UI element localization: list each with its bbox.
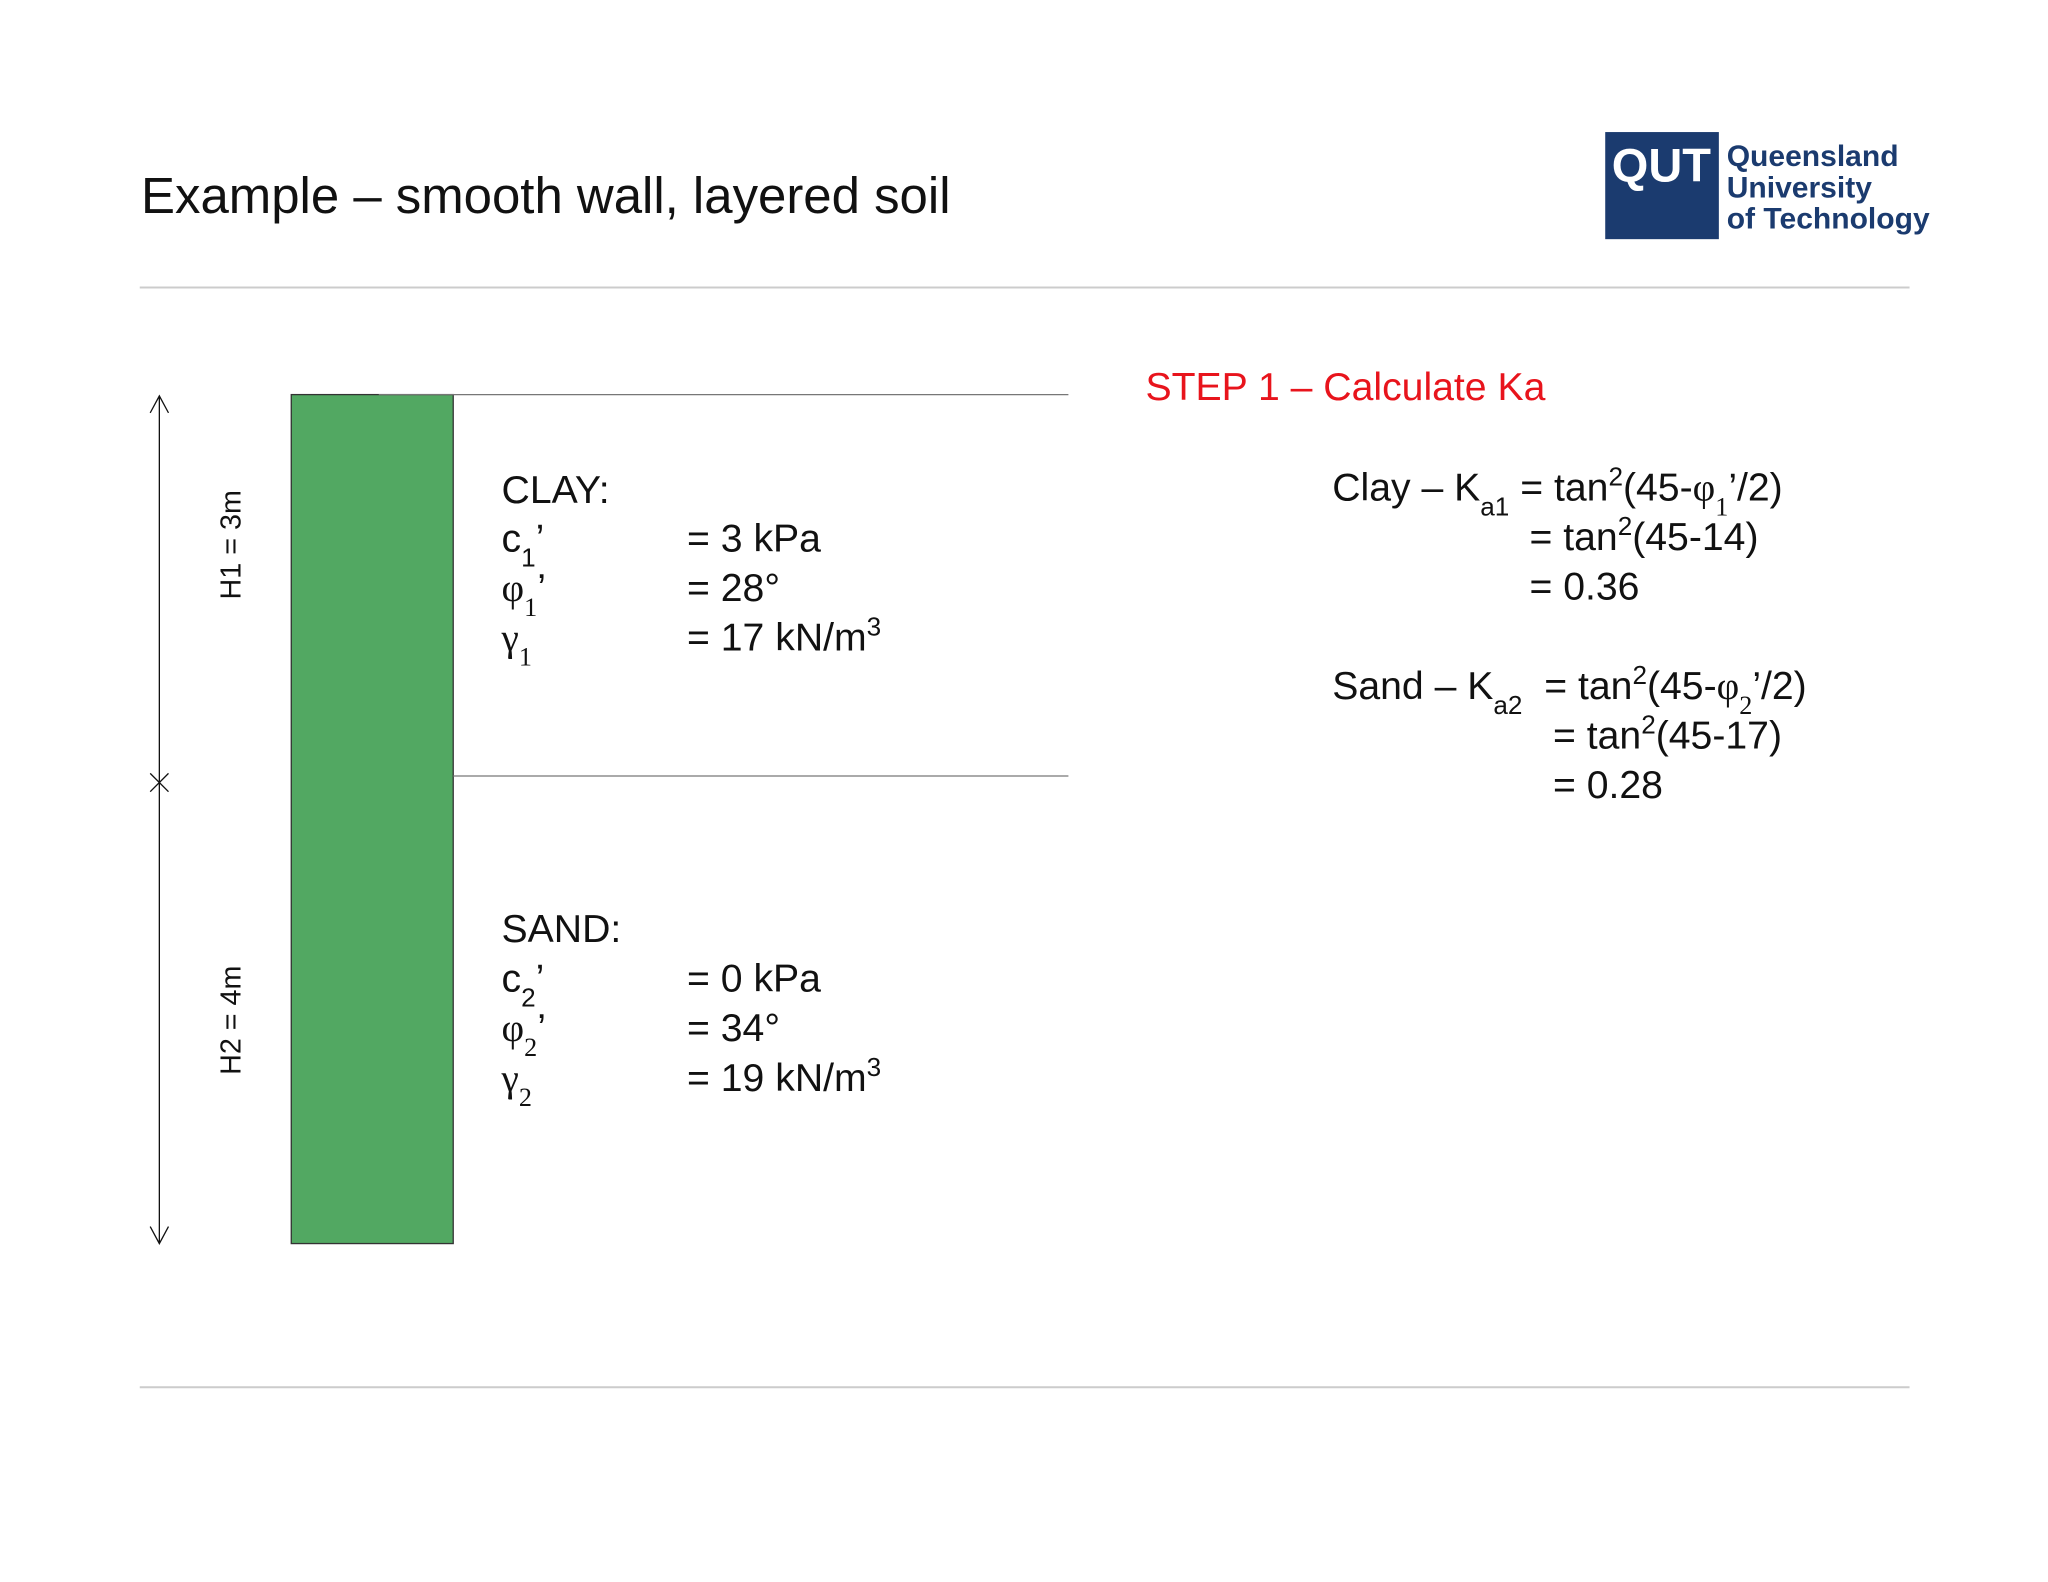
- symbol: φ2’: [502, 1007, 546, 1062]
- equation-part: 2: [1618, 511, 1633, 541]
- t: γ: [501, 617, 519, 660]
- equation-part: a2: [1493, 690, 1522, 720]
- t: 2: [524, 1033, 537, 1062]
- diagram: H1 = 3m H2 = 4m: [149, 393, 1069, 1245]
- t: ’: [536, 957, 545, 1000]
- value: = 0 kPa: [687, 957, 821, 1000]
- value: = 28°: [687, 567, 780, 610]
- equation-part: 2: [1608, 461, 1623, 491]
- equation-line: = 0.36: [1529, 566, 1639, 609]
- equation-part: = tan: [1509, 466, 1608, 509]
- equation-part: φ: [1693, 466, 1716, 509]
- dimension-label: H1 = 3m: [215, 490, 247, 599]
- equation-part: Clay – K: [1332, 466, 1480, 509]
- value: = 34°: [687, 1007, 780, 1050]
- logo-text: of Technology: [1727, 203, 1930, 236]
- t: ’: [537, 1007, 546, 1050]
- value: = 19 kN/m3: [687, 1052, 881, 1100]
- t: 1: [521, 542, 536, 572]
- symbol: γ1: [501, 617, 532, 672]
- dimension-label: H2 = 4m: [215, 966, 247, 1075]
- t: 3: [867, 1052, 882, 1082]
- t: 2: [521, 982, 536, 1012]
- t: φ: [502, 567, 525, 610]
- t: c: [502, 957, 522, 1000]
- t: = 19 kN/m: [687, 1057, 867, 1100]
- logo: QUT Queensland University of Technology: [1605, 132, 1930, 240]
- logo-text: University: [1727, 171, 1873, 204]
- equations: Clay – Ka1 = tan2(45-φ1’/2)= tan2(45-14)…: [1332, 461, 1807, 807]
- equation-part: = tan: [1522, 665, 1632, 708]
- equation-part: (45-: [1623, 466, 1693, 509]
- equation-part: ’/2): [1752, 665, 1806, 708]
- title: Example – smooth wall, layered soil: [141, 167, 950, 224]
- equation-line: Sand – Ka2 = tan2(45-φ2’/2): [1332, 660, 1807, 720]
- equation-part: 2: [1739, 690, 1752, 719]
- equation-part: = 0.28: [1553, 764, 1663, 807]
- equation-part: 2: [1641, 710, 1656, 740]
- t: γ: [501, 1057, 519, 1100]
- t: 3: [867, 612, 882, 642]
- step-title: STEP 1 – Calculate Ka: [1145, 366, 1545, 409]
- equation-part: = tan: [1553, 715, 1641, 758]
- equation-line: = 0.28: [1553, 764, 1663, 807]
- equation-part: a1: [1480, 491, 1509, 521]
- equation-part: φ: [1717, 665, 1740, 708]
- symbol: φ1’: [502, 567, 546, 622]
- t: ’: [536, 517, 545, 560]
- layer-name: SAND:: [502, 908, 622, 951]
- equation-part: Sand – K: [1332, 665, 1493, 708]
- equation-line: = tan2(45-14): [1529, 511, 1758, 559]
- equation-line: Clay – Ka1 = tan2(45-φ1’/2): [1332, 461, 1783, 521]
- logo-box: [1605, 132, 1719, 240]
- equation-part: = tan: [1529, 516, 1617, 559]
- sand-properties: SAND: c2’ = 0 kPa φ2’ = 34° γ2 = 19 kN/m…: [501, 908, 882, 1111]
- symbol: c2’: [502, 957, 545, 1012]
- wall: [290, 393, 454, 1245]
- equation-line: = tan2(45-17): [1553, 710, 1782, 758]
- t: c: [502, 517, 522, 560]
- clay-properties: CLAY: c1’ = 3 kPa φ1’ = 28° γ1 = 17 kN/m…: [501, 469, 882, 671]
- t: ’: [537, 567, 546, 610]
- equation-part: (45-14): [1632, 516, 1758, 559]
- equation-part: 1: [1715, 492, 1728, 521]
- value: = 3 kPa: [687, 517, 821, 560]
- logo-text: Queensland: [1727, 140, 1899, 173]
- t: 2: [519, 1082, 532, 1111]
- t: 1: [524, 592, 537, 621]
- equation-part: (45-: [1647, 665, 1717, 708]
- t: φ: [502, 1007, 525, 1050]
- equation-part: ’/2): [1728, 466, 1782, 509]
- layer-name: CLAY:: [502, 469, 610, 512]
- equation-part: = 0.36: [1529, 566, 1639, 609]
- t: 1: [519, 642, 532, 671]
- equation-part: (45-17): [1656, 715, 1782, 758]
- value: = 17 kN/m3: [687, 612, 881, 660]
- equation-part: 2: [1632, 660, 1647, 690]
- logo-mark: QUT: [1612, 139, 1712, 192]
- symbol: γ2: [501, 1057, 532, 1112]
- dimension-arrow: [149, 394, 170, 1245]
- t: = 17 kN/m: [687, 617, 867, 660]
- symbol: c1’: [502, 517, 545, 572]
